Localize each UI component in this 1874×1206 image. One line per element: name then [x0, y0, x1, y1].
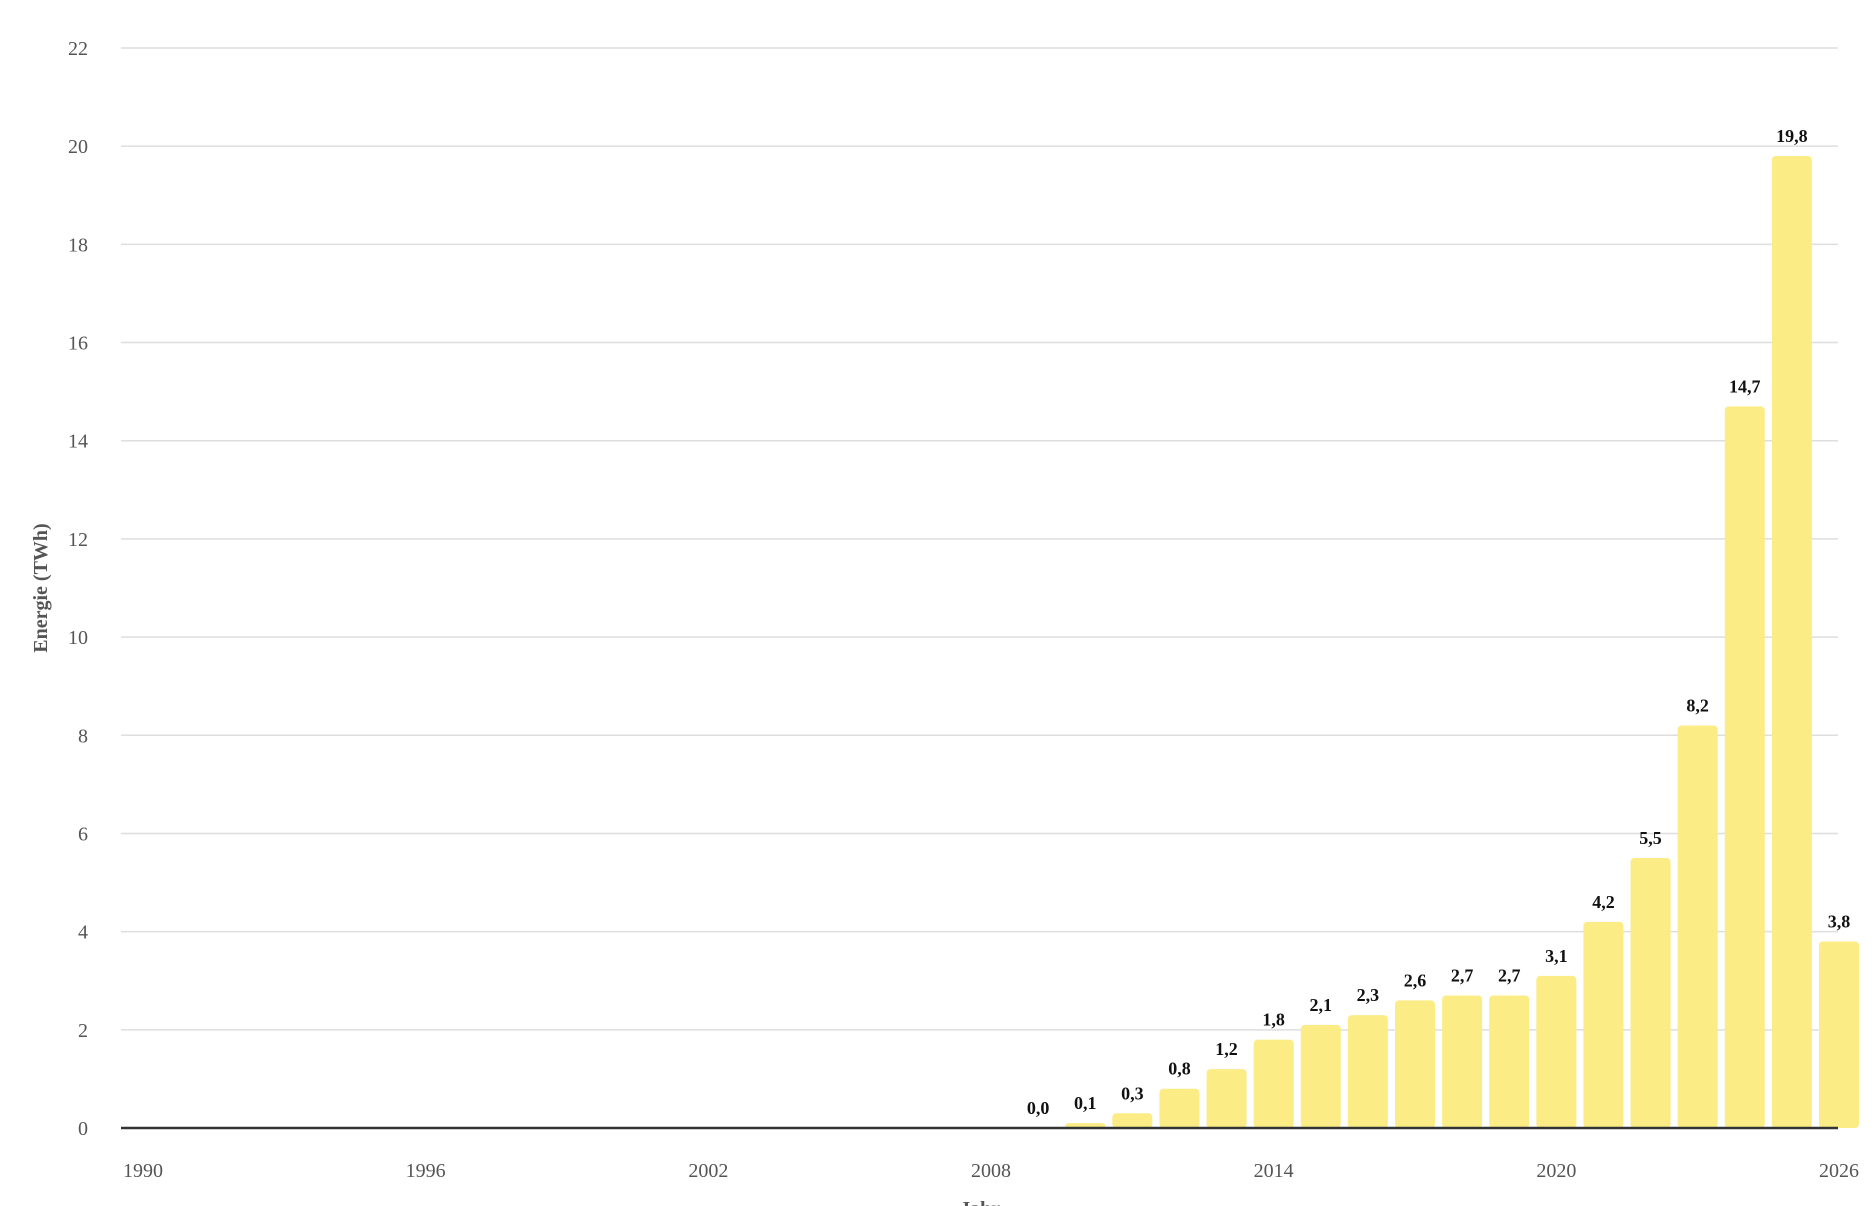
bar-2015 [1300, 1024, 1341, 1128]
y-tick-label: 4 [78, 922, 88, 944]
x-tick-label: 1990 [123, 1160, 163, 1182]
bar-2021 [1583, 921, 1624, 1128]
data-label-2025: 19,8 [1776, 126, 1808, 146]
y-tick-label: 0 [78, 1118, 88, 1140]
x-tick-label: 2026 [1819, 1160, 1859, 1182]
data-label-2010: 0,1 [1074, 1093, 1097, 1113]
y-tick-label: 16 [68, 333, 88, 355]
data-label-2016: 2,3 [1357, 985, 1380, 1005]
bar-2018 [1442, 995, 1483, 1128]
y-tick-label: 14 [68, 431, 88, 453]
bar-2011 [1112, 1113, 1153, 1128]
data-label-2015: 2,1 [1310, 995, 1333, 1015]
bar-2014 [1253, 1039, 1294, 1128]
data-label-2022: 5,5 [1639, 828, 1662, 848]
y-tick-label: 18 [68, 234, 88, 256]
bar-2020 [1536, 975, 1577, 1128]
bar-2013 [1206, 1069, 1247, 1128]
bar-2016 [1347, 1015, 1388, 1128]
y-tick-label: 6 [78, 823, 88, 845]
bar-2026 [1819, 941, 1859, 1128]
data-label-2018: 2,7 [1451, 965, 1474, 985]
y-tick-label: 12 [68, 529, 88, 551]
x-tick-label: 2008 [971, 1160, 1011, 1182]
bars [1065, 156, 1859, 1128]
x-axis-label: Jahr [960, 1198, 1000, 1206]
y-tick-label: 8 [78, 725, 88, 747]
x-tick-label: 2020 [1536, 1160, 1576, 1182]
data-label-2019: 2,7 [1498, 965, 1521, 985]
data-label-2013: 1,2 [1215, 1039, 1238, 1059]
bar-2017 [1395, 1000, 1435, 1128]
x-tick-label: 2002 [688, 1160, 728, 1182]
data-labels: 0,0 0,1 0,3 0,8 1,2 1,8 2,1 2,3 2,6 2,7 2,7 3,1 4,2 5… [1027, 126, 1850, 1118]
data-label-2014: 1,8 [1262, 1010, 1285, 1030]
y-tick-label: 10 [68, 627, 88, 649]
bar-2025 [1771, 156, 1812, 1128]
x-tick-label: 1996 [406, 1160, 446, 1182]
x-tick-label: 2014 [1254, 1160, 1294, 1182]
x-tick-labels: 1990 1996 2002 2008 2014 2020 2026 [123, 1160, 1859, 1182]
y-axis-label: Energie (TWh) [30, 523, 52, 652]
bar-2023 [1677, 725, 1718, 1128]
bar-2012 [1159, 1088, 1200, 1128]
bar-2019 [1489, 995, 1530, 1128]
gridlines [121, 47, 1838, 1031]
y-tick-label: 2 [78, 1020, 88, 1042]
data-label-2023: 8,2 [1686, 695, 1709, 715]
y-tick-label: 20 [68, 136, 88, 158]
data-label-2012: 0,8 [1168, 1059, 1191, 1079]
data-label-2021: 4,2 [1592, 892, 1615, 912]
y-tick-label: 22 [68, 38, 88, 60]
data-label-2026: 3,8 [1828, 911, 1851, 931]
data-label-2024: 14,7 [1729, 376, 1761, 396]
data-label-2020: 3,1 [1545, 946, 1568, 966]
data-label-2017: 2,6 [1404, 970, 1427, 990]
bar-2022 [1630, 858, 1671, 1128]
bar-2024 [1724, 406, 1765, 1128]
data-label-2009: 0,0 [1027, 1098, 1050, 1118]
y-tick-labels: 0 2 4 6 8 10 12 14 16 18 20 22 [68, 38, 88, 1140]
data-label-2011: 0,3 [1121, 1083, 1144, 1103]
